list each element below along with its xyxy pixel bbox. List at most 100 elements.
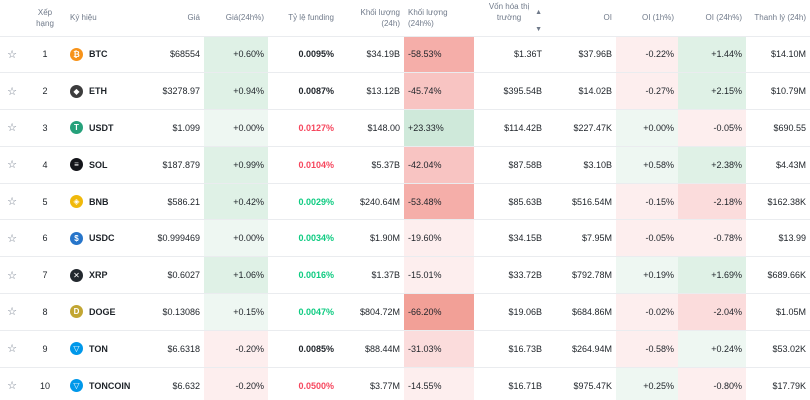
- funding-rate-cell: 0.0029%: [298, 196, 334, 207]
- symbol-cell[interactable]: ◈ BNB: [66, 183, 144, 220]
- header-change-24h[interactable]: Giá(24h%): [225, 13, 264, 23]
- volume-change-cell: -58.53%: [404, 36, 474, 73]
- price-cell: $0.6027: [167, 270, 200, 281]
- symbol-cell[interactable]: ≡ SOL: [66, 146, 144, 183]
- oi-1h-cell: -0.27%: [616, 72, 678, 110]
- oi-1h-cell: +0.58%: [616, 146, 678, 184]
- favorite-star-icon[interactable]: ☆: [7, 232, 17, 245]
- change-24h-cell: +0.60%: [204, 36, 268, 73]
- header-liquidation-24h[interactable]: Thanh lý (24h): [754, 13, 806, 23]
- header-volume-change[interactable]: Khối lượng (24h%): [408, 7, 448, 28]
- rank-cell: 10: [39, 380, 50, 391]
- volume-change-cell: -42.04%: [404, 146, 474, 184]
- xrp-icon: ✕: [70, 268, 83, 282]
- header-oi[interactable]: OI: [603, 13, 612, 23]
- oi-cell: $37.96B: [578, 49, 612, 60]
- table-row[interactable]: ☆ 3 T USDT $1.099 +0.00% 0.0127% $148.00 +23.33%…: [0, 109, 810, 147]
- liquidation-cell: $53.02K: [772, 343, 806, 354]
- symbol-cell[interactable]: D DOGE: [66, 294, 144, 331]
- funding-rate-cell: 0.0034%: [298, 233, 334, 244]
- volume-cell: $1.90M: [369, 233, 400, 244]
- funding-rate-cell: 0.0047%: [298, 306, 334, 317]
- symbol-cell[interactable]: $ USDC: [66, 220, 144, 257]
- favorite-star-icon[interactable]: ☆: [7, 159, 17, 172]
- price-cell: $68554: [169, 49, 200, 60]
- table-row[interactable]: ☆ 2 ◆ ETH $3278.97 +0.94% 0.0087% $13.12B -45.74…: [0, 72, 810, 110]
- rank-cell: 4: [42, 159, 48, 170]
- oi-1h-cell: -0.15%: [616, 183, 678, 220]
- volume-cell: $34.19B: [366, 49, 400, 60]
- favorite-star-icon[interactable]: ☆: [7, 196, 17, 209]
- symbol-label: USDT: [89, 122, 114, 133]
- oi-1h-cell: -0.05%: [616, 219, 678, 257]
- symbol-cell[interactable]: ▽ TON: [66, 330, 144, 367]
- symbol-cell[interactable]: ✕ XRP: [66, 257, 144, 294]
- volume-change-cell: -19.60%: [404, 219, 474, 257]
- favorite-star-icon[interactable]: ☆: [7, 306, 17, 319]
- symbol-cell[interactable]: ▽ TONCOIN: [66, 367, 144, 400]
- table-row[interactable]: ☆ 6 $ USDC $0.999469 +0.00% 0.0034% $1.90M -19.6…: [0, 219, 810, 257]
- oi-cell: $975.47K: [573, 380, 612, 391]
- liquidation-cell: $162.38K: [767, 196, 806, 207]
- price-cell: $1.099: [172, 122, 200, 133]
- change-24h-cell: +0.94%: [204, 72, 268, 110]
- oi-1h-cell: -0.58%: [616, 330, 678, 368]
- header-rank[interactable]: Xếp hạng: [36, 7, 54, 28]
- symbol-label: BTC: [89, 49, 108, 60]
- symbol-label: BNB: [89, 196, 109, 207]
- header-volume-24h[interactable]: Khối lượng (24h): [360, 7, 400, 28]
- oi-24h-cell: -2.18%: [678, 183, 746, 220]
- liquidation-cell: $4.43M: [775, 159, 806, 170]
- oi-24h-cell: +2.15%: [678, 72, 746, 110]
- header-price[interactable]: Giá: [187, 13, 200, 23]
- sort-icon[interactable]: ▲ ▼: [535, 8, 542, 33]
- header-funding-rate[interactable]: Tỷ lệ funding: [288, 13, 334, 23]
- table-row[interactable]: ☆ 7 ✕ XRP $0.6027 +1.06% 0.0016% $1.37B -15.01% $…: [0, 256, 810, 294]
- funding-rate-cell: 0.0087%: [298, 86, 334, 97]
- header-oi-24h[interactable]: OI (24h%): [705, 13, 742, 23]
- funding-rate-cell: 0.0095%: [298, 49, 334, 60]
- favorite-star-icon[interactable]: ☆: [7, 269, 17, 282]
- ethereum-icon: ◆: [70, 84, 83, 98]
- favorite-star-icon[interactable]: ☆: [7, 85, 17, 98]
- header-symbol[interactable]: Ký hiệu: [70, 13, 97, 23]
- oi-1h-cell: +0.19%: [616, 256, 678, 294]
- header-market-cap[interactable]: Vốn hóa thị trường▲ ▼: [474, 0, 546, 36]
- favorite-star-icon[interactable]: ☆: [7, 48, 17, 61]
- symbol-cell[interactable]: T USDT: [66, 110, 144, 147]
- symbol-label: SOL: [89, 159, 108, 170]
- favorite-star-icon[interactable]: ☆: [7, 380, 17, 393]
- market-cap-cell: $1.36T: [513, 49, 542, 60]
- table-row[interactable]: ☆ 10 ▽ TONCOIN $6.632 -0.20% 0.0500% $3.77M -14.…: [0, 367, 810, 400]
- liquidation-cell: $13.99: [778, 233, 806, 244]
- market-cap-cell: $34.15B: [508, 233, 542, 244]
- oi-24h-cell: -0.78%: [678, 219, 746, 257]
- usdc-icon: $: [70, 231, 83, 245]
- rank-cell: 6: [42, 233, 48, 244]
- oi-cell: $264.94M: [571, 343, 612, 354]
- table-row[interactable]: ☆ 9 ▽ TON $6.6318 -0.20% 0.0085% $88.44M -31.03%…: [0, 330, 810, 368]
- symbol-cell[interactable]: ◆ ETH: [66, 73, 144, 110]
- symbol-cell[interactable]: ₿ BTC: [66, 36, 144, 73]
- rank-cell: 1: [42, 49, 48, 60]
- header-oi-1h[interactable]: OI (1h%): [641, 13, 674, 23]
- table-body: ☆ 1 ₿ BTC $68554 +0.60% 0.0095% $34.19B -58.53% $…: [0, 36, 810, 400]
- table-row[interactable]: ☆ 8 D DOGE $0.13086 +0.15% 0.0047% $804.72M -66.…: [0, 293, 810, 331]
- volume-change-cell: -53.48%: [404, 183, 474, 220]
- rank-cell: 9: [42, 343, 48, 354]
- table-row[interactable]: ☆ 4 ≡ SOL $187.879 +0.99% 0.0104% $5.37B -42.04%…: [0, 146, 810, 184]
- favorite-star-icon[interactable]: ☆: [7, 343, 17, 356]
- price-cell: $586.21: [167, 196, 200, 207]
- table-row[interactable]: ☆ 1 ₿ BTC $68554 +0.60% 0.0095% $34.19B -58.53% $…: [0, 36, 810, 73]
- change-24h-cell: +0.00%: [204, 219, 268, 257]
- oi-1h-cell: -0.22%: [616, 36, 678, 73]
- volume-change-cell: +23.33%: [404, 109, 474, 147]
- favorite-star-icon[interactable]: ☆: [7, 122, 17, 135]
- oi-24h-cell: +1.69%: [678, 256, 746, 294]
- dogecoin-icon: D: [70, 305, 83, 319]
- volume-cell: $148.00: [367, 122, 400, 133]
- table-row[interactable]: ☆ 5 ◈ BNB $586.21 +0.42% 0.0029% $240.64M -53.48…: [0, 183, 810, 220]
- market-cap-cell: $19.06B: [508, 306, 542, 317]
- liquidation-cell: $14.10M: [770, 49, 806, 60]
